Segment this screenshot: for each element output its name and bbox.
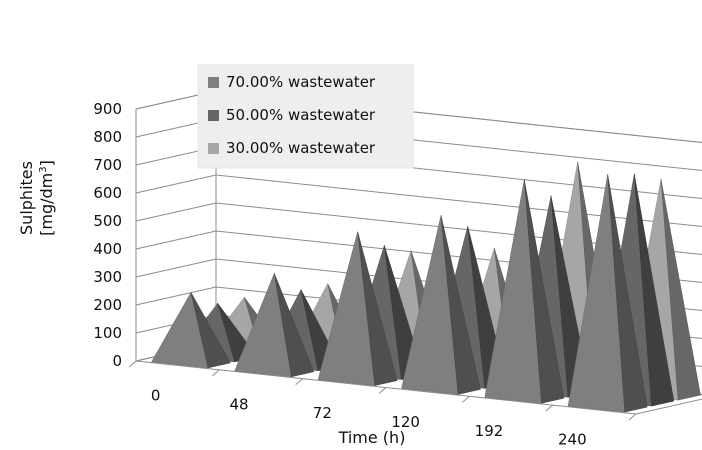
- x-tick-mark: [295, 378, 303, 386]
- y-tick-label: 900: [93, 100, 122, 118]
- x-tick-label: 192: [475, 422, 504, 440]
- pyramid-mark: [151, 291, 231, 369]
- y-tick-label: 500: [93, 212, 122, 230]
- y-axis-title: Sulphites [mg/dm3]: [17, 160, 56, 236]
- x-tick-mark: [212, 369, 220, 377]
- pyramid-mark: [484, 179, 565, 404]
- legend-swatch: [208, 143, 219, 154]
- x-axis-ticks: 0 48 72 120 192 240: [128, 360, 637, 449]
- pyramid-mark: [234, 272, 315, 378]
- y-axis-title-line1: Sulphites: [17, 161, 36, 235]
- x-tick-label: 48: [229, 395, 248, 413]
- pyramid-marks: [151, 161, 701, 413]
- legend-label: 50.00% wastewater: [226, 106, 376, 124]
- x-tick-label: 72: [313, 404, 332, 422]
- y-tick-label: 800: [93, 128, 122, 146]
- y-tick-label: 700: [93, 156, 122, 174]
- x-axis-title: Time (h): [338, 428, 406, 447]
- legend-background: [197, 64, 414, 169]
- x-tick-label: 0: [151, 386, 161, 404]
- y-axis-unit-sup: 3: [38, 166, 49, 172]
- x-tick-mark: [128, 360, 137, 368]
- x-tick-label: 120: [391, 413, 420, 431]
- pyramid-mark: [317, 231, 398, 386]
- y-tick-label: 100: [93, 324, 122, 342]
- legend-label: 30.00% wastewater: [226, 139, 376, 157]
- y-tick-label: 0: [112, 352, 122, 370]
- y-axis-unit-close: ]: [37, 160, 56, 166]
- x-tick-mark: [545, 404, 553, 412]
- y-axis-unit: [mg/dm: [37, 173, 56, 236]
- y-axis-title-line2: [mg/dm3]: [37, 160, 56, 236]
- x-tick-mark: [628, 413, 637, 421]
- legend: 70.00% wastewater 50.00% wastewater 30.00%…: [197, 64, 414, 169]
- legend-swatch: [208, 110, 219, 121]
- y-tick-label: 600: [93, 184, 122, 202]
- y-tick-label: 400: [93, 240, 122, 258]
- x-tick-mark: [462, 395, 470, 403]
- pyramid-mark: [567, 174, 648, 413]
- y-axis-ticks: 0 100 200 300 400 500 600 700 800 900: [93, 100, 122, 370]
- x-tick-label: 240: [558, 431, 587, 449]
- pyramid-mark: [401, 215, 481, 395]
- legend-swatch: [208, 77, 219, 88]
- legend-label: 70.00% wastewater: [226, 73, 376, 91]
- y-tick-label: 200: [93, 296, 122, 314]
- y-tick-label: 300: [93, 268, 122, 286]
- x-tick-mark: [378, 387, 387, 394]
